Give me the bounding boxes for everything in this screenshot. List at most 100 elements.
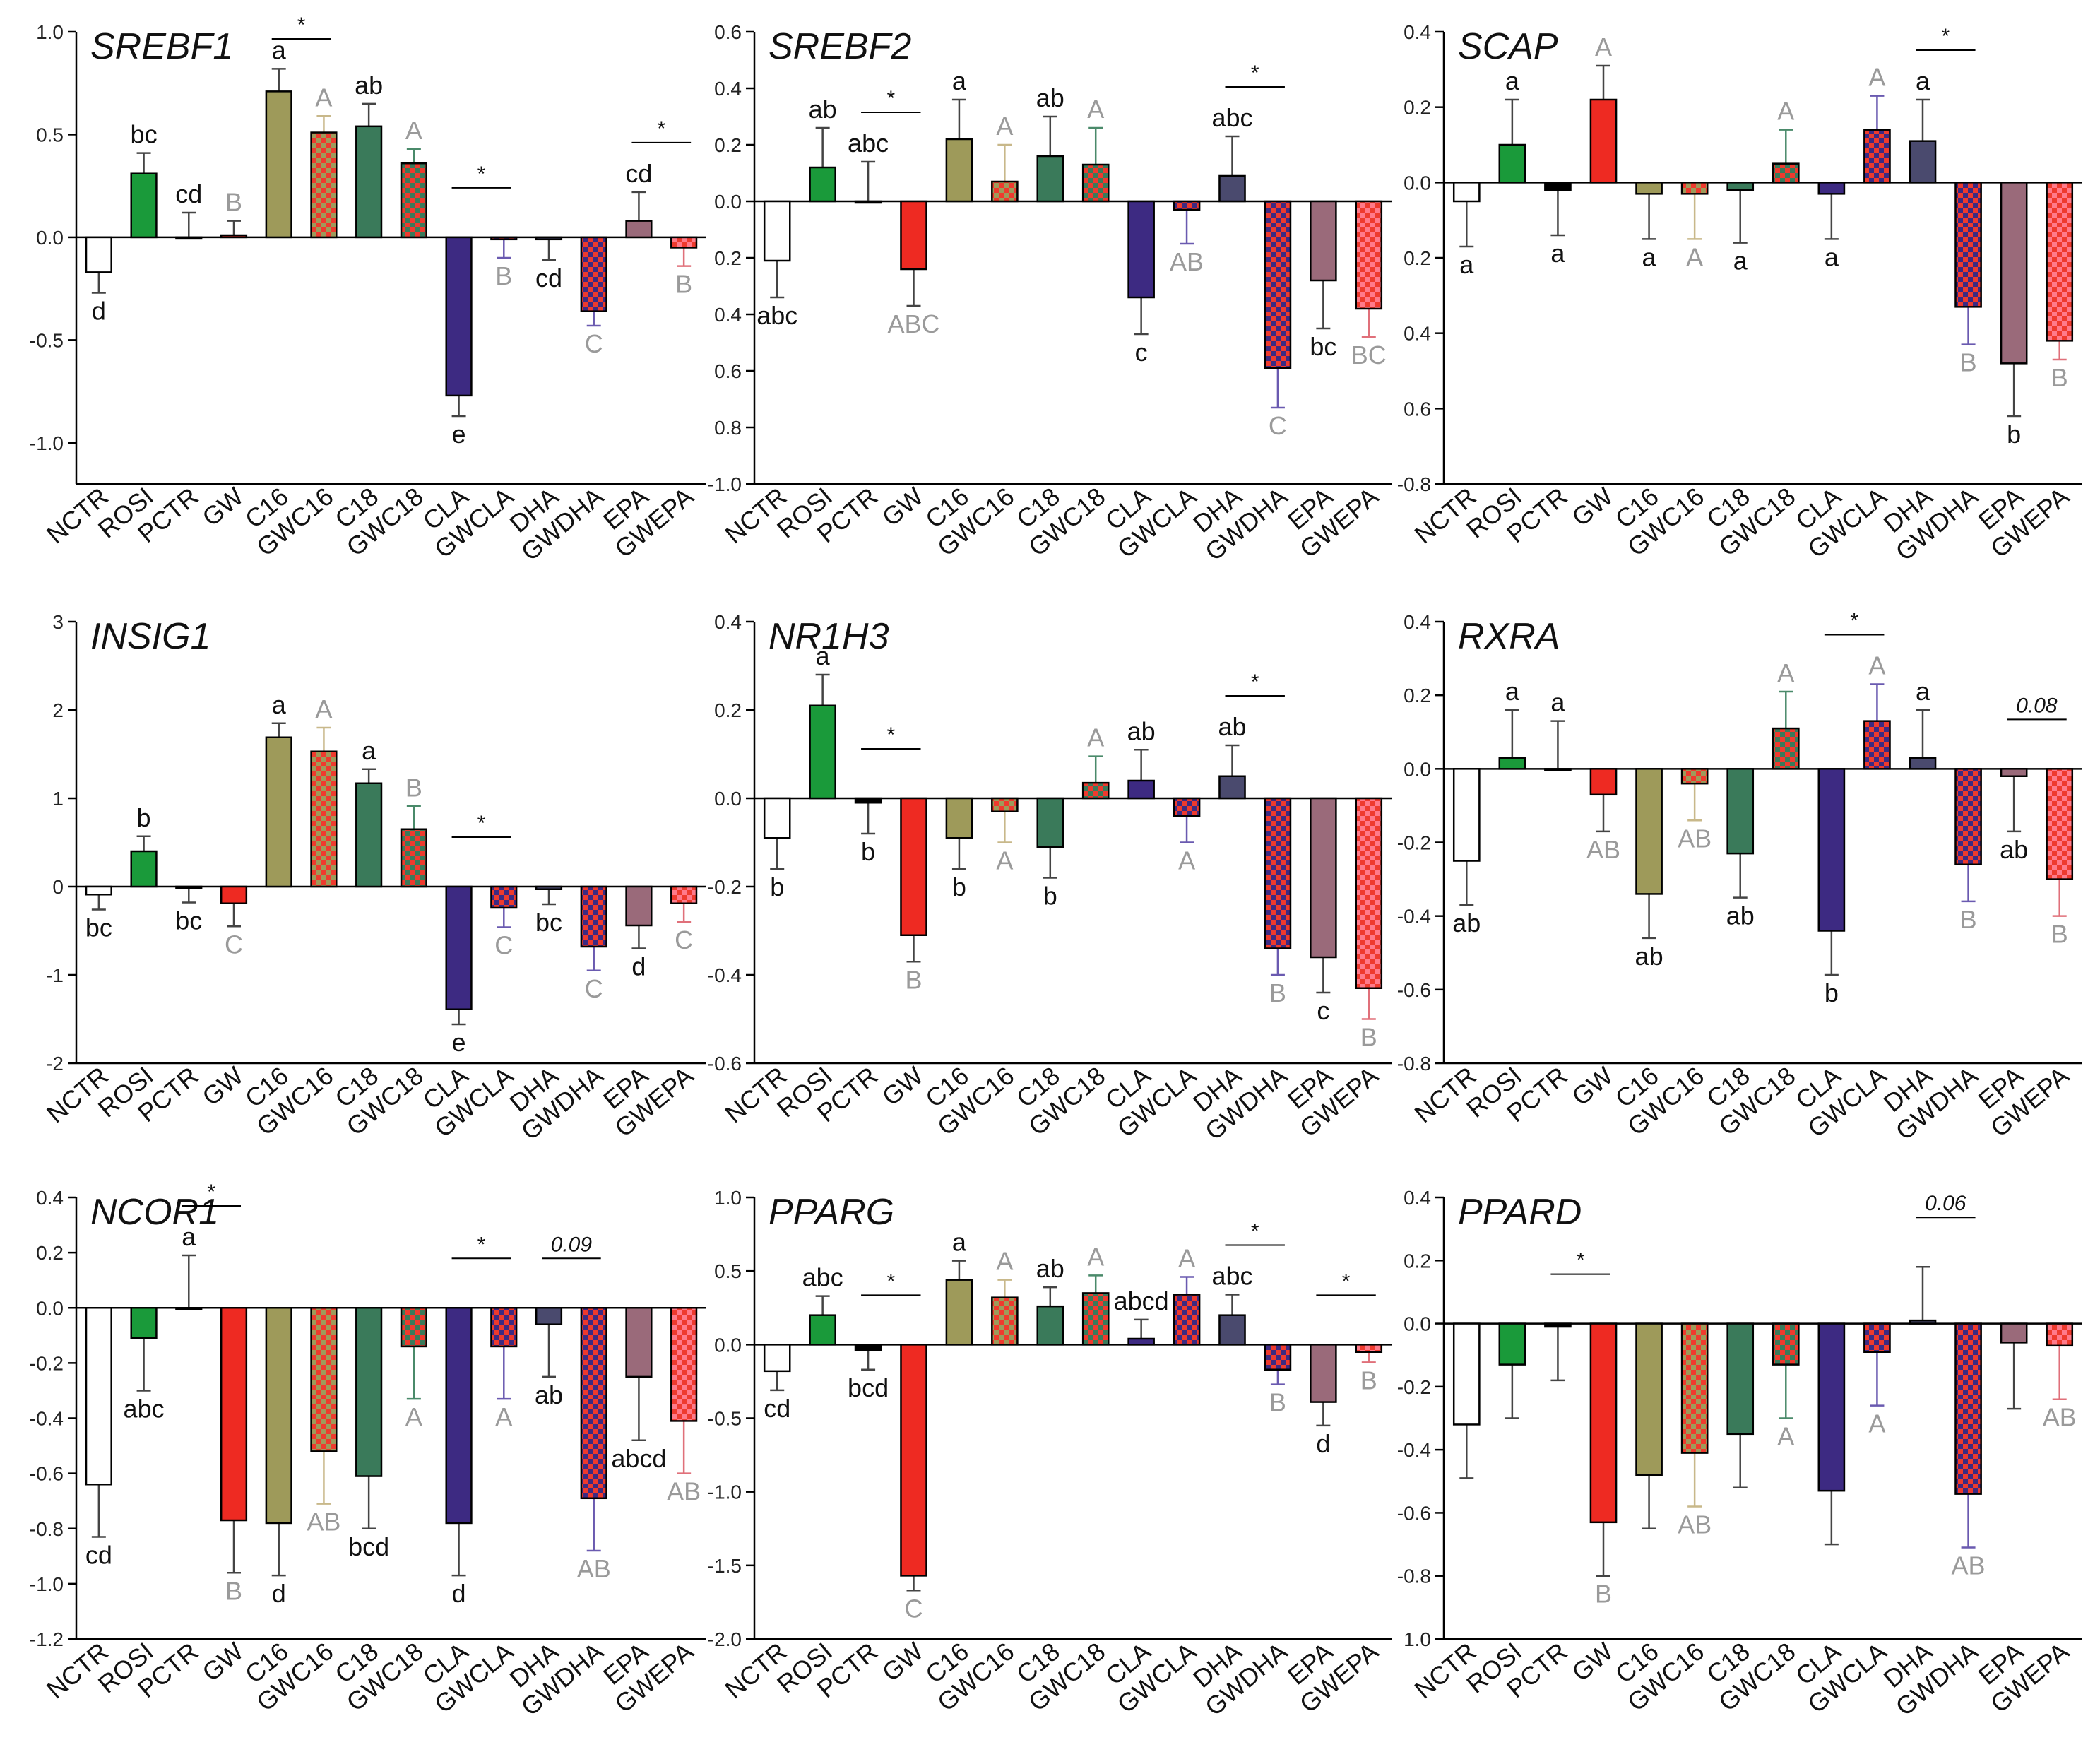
y-tick-label: 0.0 [714,788,742,810]
significance-letter: ab [1218,712,1246,741]
bar-gwcla [1173,200,1201,211]
bar-cla [445,236,473,397]
bar-gwc18 [1081,1292,1110,1346]
bar-epa [1310,200,1337,282]
bar-gwcla [1173,1294,1201,1346]
bar-cla [445,885,473,1010]
significance-letter: a [1550,688,1565,717]
y-tick-label: -0.4 [30,1408,64,1430]
significance-letter: B [1360,1023,1377,1052]
x-tick-label: GW [1566,482,1618,532]
bar-dha [1218,1314,1246,1346]
significance-letter: A [405,116,422,145]
y-tick-label: 2 [52,699,64,721]
significance-letter: c [1317,996,1329,1025]
significance-letter: b [137,803,151,832]
significance-letter: b [952,872,966,901]
significance-letter: B [405,773,422,802]
significance-letter: B [225,1576,242,1605]
bar-pctr [1544,1322,1572,1328]
bar-c18 [1036,1305,1064,1346]
y-tick-label: -1.0 [708,1481,742,1503]
chart-panel-scap: 0.40.20.00.20.40.6-0.8SCAPaNCTRaROSIaPCT… [1397,21,2082,567]
y-tick-label: -0.8 [1397,1565,1431,1587]
significance-letter: cd [764,1394,790,1423]
y-tick-label: 0.0 [1404,758,1431,780]
significance-letter: abc [757,301,797,330]
y-tick-label: 0.2 [714,247,742,269]
y-tick-label: -0.6 [1397,1502,1431,1524]
y-tick-label: 0.4 [36,1187,64,1209]
significance-letter: A [1777,658,1794,687]
chart-panel-ncor1: 0.4 0.2 0.0 -0.2 -0.4 -0.6 -0.8 -1.0 -1.2 NCOR1 cd… [30,1180,706,1722]
bar-cla [1127,200,1155,299]
significance-letter: d [452,1579,466,1608]
significance-marker: * [207,1180,215,1204]
bar-nctr [763,797,791,839]
bar-c16 [265,736,292,888]
x-tick-label: GW [1566,1637,1618,1687]
significance-letter: ab [1127,716,1156,745]
y-tick-label: 0.0 [36,1297,64,1319]
bar-rosi [130,1307,158,1339]
significance-marker: * [477,812,486,835]
bar-gwcla [1863,1322,1891,1353]
significance-letter: C [494,931,513,960]
significance-marker: * [657,117,665,141]
bar-gw [900,797,927,936]
significance-letter: a [816,641,831,670]
significance-letter: C [905,1594,923,1623]
bar-gwepa [2046,1322,2074,1347]
bar-c16 [1635,768,1663,895]
chart-panel-insig1: 3210-1-2INSIG1bcNCTRbROSIbcPCTRCGWaC16AG… [41,611,706,1146]
significance-marker: * [477,1233,486,1256]
significance-marker: 0.08 [2016,694,2058,717]
bar-gwc16 [310,750,338,888]
significance-letter: ABC [887,309,939,338]
bar-pctr [854,1344,882,1351]
bar-c16 [265,1307,292,1525]
bar-rosi [1498,757,1526,770]
bar-pctr [854,200,882,204]
bar-gwc16 [991,1296,1019,1346]
bar-nctr [1452,182,1481,203]
significance-letter: a [1550,239,1565,268]
significance-letter: AB [307,1508,340,1537]
bar-gwdha [1264,797,1292,949]
bar-gw [220,885,248,904]
bar-gwepa [670,1307,698,1422]
chart-panel-pparg: 1.00.50.0-0.5-1.0-1.5-2.0PPARGcdNCTRabcR… [708,1187,1392,1722]
significance-letter: bc [85,913,112,942]
x-tick-label: GW [877,1061,929,1111]
bar-c16 [1635,1322,1663,1476]
chart-title: PPARG [769,1192,894,1233]
bar-c18 [1726,768,1755,855]
bar-gwc18 [1081,781,1110,800]
significance-letter: abcd [611,1444,666,1473]
significance-letter: d [92,296,106,325]
significance-letter: bc [1310,332,1336,361]
bar-gwdha [1954,768,1982,866]
significance-marker: * [477,162,486,186]
significance-letter: A [1087,723,1104,752]
significance-letter: A [315,694,332,723]
y-tick-label: 1.0 [36,21,64,43]
bar-gw [1589,98,1618,184]
y-tick-label: -0.8 [30,1518,64,1540]
y-tick-label: -1.0 [30,432,64,454]
significance-letter: e [452,420,466,449]
bar-gwdha [1264,200,1292,369]
bar-pctr [175,236,203,240]
y-tick-label: -0.4 [1397,1439,1431,1461]
significance-letter: C [585,974,603,1003]
chart-title: INSIG1 [90,616,211,657]
y-tick-label: 0.2 [714,134,742,156]
significance-letter: B [1960,905,1977,934]
bar-nctr [85,885,112,896]
bar-gwepa [670,885,698,904]
bar-gw [220,234,248,239]
significance-marker: * [1251,670,1259,694]
significance-letter: A [315,83,332,112]
bar-dha [1909,1319,1937,1325]
bar-dha [535,885,563,890]
